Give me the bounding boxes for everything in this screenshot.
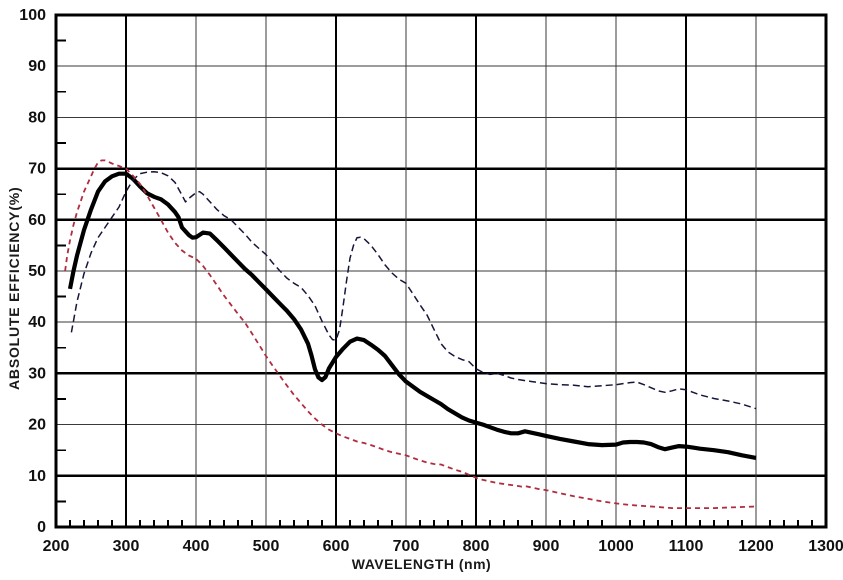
svg-text:60: 60 — [28, 212, 46, 229]
svg-text:800: 800 — [463, 538, 490, 555]
svg-text:20: 20 — [28, 417, 46, 434]
svg-text:300: 300 — [113, 538, 140, 555]
svg-text:50: 50 — [28, 263, 46, 280]
svg-text:10: 10 — [28, 468, 46, 485]
svg-text:1100: 1100 — [669, 538, 704, 555]
svg-text:400: 400 — [183, 538, 210, 555]
y-axis-title: ABSOLUTE EFFICIENCY(%) — [6, 186, 22, 391]
svg-text:100: 100 — [19, 7, 46, 24]
svg-text:1300: 1300 — [808, 538, 843, 555]
thin-dashed-black-curve — [70, 170, 757, 410]
svg-text:0: 0 — [37, 519, 46, 536]
svg-text:200: 200 — [43, 538, 70, 555]
svg-text:90: 90 — [28, 58, 46, 75]
thick-solid-black-curve — [67, 171, 757, 460]
svg-text:80: 80 — [28, 109, 46, 126]
svg-text:700: 700 — [393, 538, 420, 555]
svg-text:1200: 1200 — [738, 538, 774, 555]
svg-text:900: 900 — [533, 538, 560, 555]
svg-text:30: 30 — [28, 365, 46, 382]
svg-text:600: 600 — [323, 538, 350, 555]
svg-text:70: 70 — [28, 161, 46, 178]
svg-text:40: 40 — [28, 314, 46, 331]
x-axis-title: WAVELENGTH (nm) — [351, 556, 492, 572]
svg-text:1000: 1000 — [598, 538, 634, 555]
svg-text:500: 500 — [253, 538, 280, 555]
red-dashed-curve — [64, 159, 757, 510]
